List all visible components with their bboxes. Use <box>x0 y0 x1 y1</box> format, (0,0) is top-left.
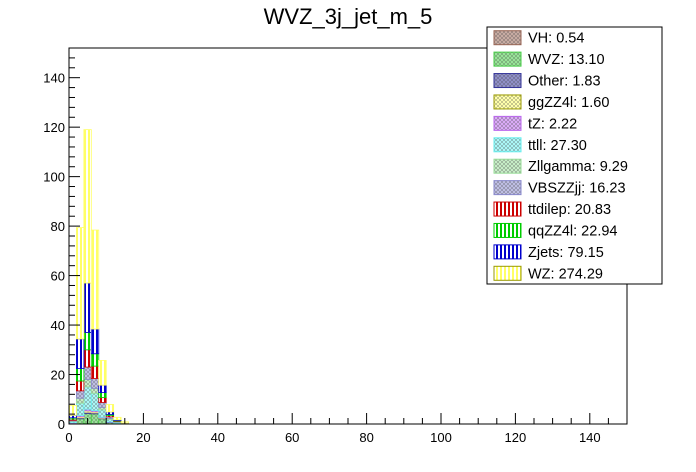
legend-label-tz: tZ: 2.22 <box>528 116 577 132</box>
y-tick-label: 140 <box>43 71 65 86</box>
chart-title: WVZ_3j_jet_m_5 <box>264 4 433 29</box>
legend-swatch-ggzz4l <box>493 94 522 110</box>
legend-label-other: Other: 1.83 <box>528 74 601 90</box>
x-tick-label: 40 <box>211 430 225 445</box>
x-tick-label: 100 <box>430 430 452 445</box>
bar-wz-bin-2 <box>83 129 92 284</box>
bar-wz-bin-5 <box>105 404 115 413</box>
y-tick-label: 0 <box>58 417 65 432</box>
bar-qqzz4l-bin-3 <box>90 353 100 367</box>
legend: VH: 0.54 WVZ: 13.10 Other: 1.83 ggZZ4l: 1.6… <box>486 26 663 285</box>
bar-ttll-bin-3 <box>90 392 100 412</box>
x-tick-label: 140 <box>579 430 601 445</box>
legend-swatch-other <box>493 73 522 89</box>
x-tick-label: 80 <box>359 430 373 445</box>
legend-swatch-wvz <box>493 51 522 67</box>
legend-swatch-ttll <box>493 137 522 153</box>
legend-label-ttdilep: ttdilep: 20.83 <box>528 202 611 218</box>
bar-qqzz4l-bin-2 <box>83 332 92 351</box>
bar-ttdilep-bin-3 <box>90 365 100 379</box>
legend-label-ttll: ttll: 27.30 <box>528 138 587 154</box>
bar-zjets-bin-2 <box>83 282 92 333</box>
legend-swatch-vbszzjj <box>493 180 522 196</box>
y-tick-label: 80 <box>51 219 65 234</box>
bar-zjets-bin-3 <box>90 328 100 355</box>
bar-ttll-bin-4 <box>98 409 107 418</box>
bar-zjets-bin-1 <box>76 338 85 369</box>
bar-ttdilep-bin-1 <box>76 380 85 392</box>
y-tick-label: 120 <box>43 120 65 135</box>
y-tick-label: 20 <box>51 368 65 383</box>
histogram-bars <box>68 129 129 425</box>
legend-label-qqzz4l: qqZZ4l: 22.94 <box>528 223 617 239</box>
bar-zllgamma-bin-3 <box>90 387 100 394</box>
legend-swatch-ttdilep <box>493 201 522 217</box>
x-tick-label: 120 <box>505 430 527 445</box>
bar-vbszzjj-bin-2 <box>83 366 92 380</box>
y-tick-label: 60 <box>51 269 65 284</box>
bar-zjets-bin-4 <box>98 384 107 393</box>
legend-label-wvz: WVZ: 13.10 <box>528 52 605 68</box>
bar-zllgamma-bin-1 <box>76 397 85 404</box>
legend-swatch-qqzz4l <box>493 222 522 238</box>
x-tick-label: 20 <box>136 430 150 445</box>
axes: 0 20 40 60 80 100 120 140 0 20 40 60 80 100 120 140 <box>43 47 628 445</box>
y-tick-label: 100 <box>43 170 65 185</box>
bar-wvz-bin-4 <box>98 418 107 425</box>
legend-label-vbszzjj: VBSZZjj: 16.23 <box>528 181 626 197</box>
bar-wz-bin-3 <box>90 229 100 330</box>
bar-vbszzjj-bin-1 <box>76 390 85 399</box>
bar-wz-bin-1 <box>76 227 85 340</box>
bar-wvz-bin-1 <box>76 418 85 425</box>
y-tick-label: 40 <box>51 318 65 333</box>
legend-label-zllgamma: Zllgamma: 9.29 <box>528 159 628 175</box>
bar-ttll-bin-2 <box>83 386 92 410</box>
bar-zllgamma-bin-2 <box>83 379 92 388</box>
legend-swatch-vh <box>493 30 522 46</box>
legend-label-wz: WZ: 274.29 <box>528 266 603 282</box>
bar-qqzz4l-bin-4 <box>98 392 107 398</box>
x-tick-label: 0 <box>65 430 72 445</box>
x-tick-label: 60 <box>285 430 299 445</box>
bar-vbszzjj-bin-3 <box>90 378 100 389</box>
legend-swatch-zjets <box>493 244 522 260</box>
legend-swatch-tz <box>493 115 522 131</box>
bar-wz-bin-4 <box>98 360 107 386</box>
bar-ttll-bin-1 <box>76 402 85 416</box>
bar-wz-bin-6 <box>113 416 122 421</box>
legend-label-zjets: Zjets: 79.15 <box>528 245 604 261</box>
legend-label-vh: VH: 0.54 <box>528 31 584 47</box>
legend-swatch-zllgamma <box>493 158 522 174</box>
legend-swatch-wz <box>493 265 522 281</box>
legend-box <box>486 26 663 285</box>
bar-ttdilep-bin-2 <box>83 349 92 368</box>
bar-vbszzjj-bin-4 <box>98 402 107 408</box>
bar-wvz-bin-3 <box>90 413 100 425</box>
legend-label-ggzz4l: ggZZ4l: 1.60 <box>528 95 609 111</box>
bar-ttdilep-bin-4 <box>98 397 107 403</box>
